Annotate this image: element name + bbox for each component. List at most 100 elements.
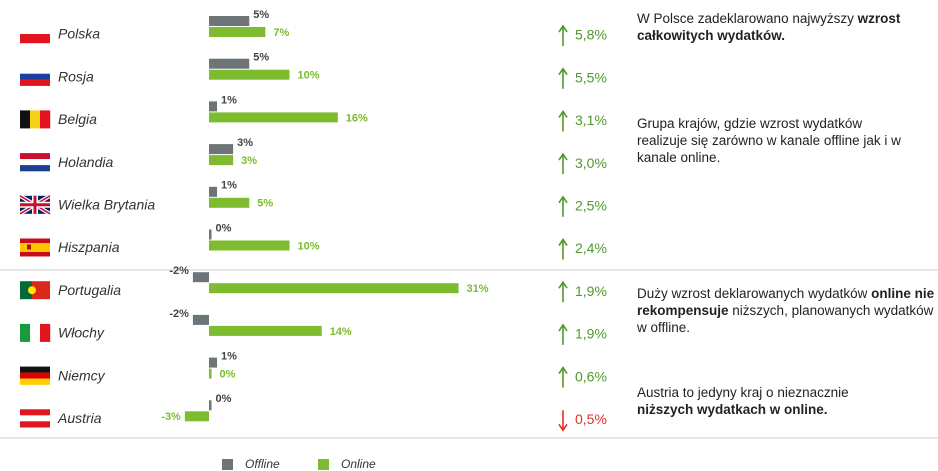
total-value: 1,9% <box>575 326 607 342</box>
flag-stripe <box>20 67 50 74</box>
bar-value-label: -2% <box>169 308 189 320</box>
total-value: 3,0% <box>575 155 607 171</box>
flag-stripe <box>20 366 50 373</box>
legend-swatch <box>222 459 233 470</box>
annotation: Grupa krajów, gdzie wzrost wydatków real… <box>637 115 907 166</box>
bar-value-label: 1% <box>221 180 237 192</box>
flag <box>20 238 50 257</box>
bar-value-label: 16% <box>346 112 368 124</box>
bar <box>192 314 209 325</box>
total-arrow <box>558 109 568 132</box>
bar <box>209 325 322 336</box>
annotation-run: Duży wzrost deklarowanych wydatków <box>637 286 872 301</box>
bar <box>209 240 290 251</box>
flag <box>20 366 50 385</box>
country-label: Portugalia <box>58 282 121 298</box>
flag-stripe <box>20 165 50 172</box>
flag-stripe <box>20 415 50 422</box>
annotation: Duży wzrost deklarowanych wydatków onlin… <box>637 285 938 336</box>
flag-stripe <box>20 281 32 300</box>
bar <box>209 283 459 294</box>
country-label: Polska <box>58 26 100 42</box>
total-value: 5,8% <box>575 27 607 43</box>
flag-stripe <box>30 323 41 342</box>
total-value: 1,9% <box>575 283 607 299</box>
bar <box>209 16 250 26</box>
flag <box>18 194 52 216</box>
legend-swatch <box>318 459 329 470</box>
flag <box>20 25 50 44</box>
annotation-run: Austria to jedyny kraj o nieznacznie <box>637 385 849 400</box>
annotation: W Polsce zadeklarowano najwyższy wzrost … <box>637 10 937 44</box>
flag-stripe <box>20 421 50 428</box>
legend-label: Online <box>341 457 376 471</box>
bar-value-label: 0% <box>216 393 232 405</box>
bar <box>209 27 266 37</box>
total-arrow <box>558 410 568 432</box>
bar <box>209 229 212 240</box>
flag <box>20 67 50 86</box>
annotation-run: niższych wydatkach w online. <box>637 402 828 417</box>
total-arrow <box>558 238 568 260</box>
bar-value-label: -2% <box>169 265 189 277</box>
flag-stripe <box>40 323 51 342</box>
bar-value-label: 5% <box>257 198 273 210</box>
flag <box>20 323 51 342</box>
bar <box>209 112 338 123</box>
country-label: Hiszpania <box>58 239 120 255</box>
total-arrow <box>558 195 568 217</box>
flag-stripe <box>30 110 41 129</box>
total-arrow <box>558 323 568 345</box>
flag <box>20 110 51 129</box>
flag <box>20 153 50 172</box>
flag-stripe <box>20 243 50 252</box>
bar-value-label: 0% <box>220 369 236 381</box>
flag-stripe <box>40 110 51 129</box>
bar <box>209 155 234 166</box>
flag-emblem <box>27 244 31 250</box>
bar-value-label: 31% <box>467 283 489 295</box>
legend-label: Offline <box>245 457 280 471</box>
total-arrow <box>558 67 568 89</box>
flag-stripe <box>20 153 50 160</box>
total-arrow <box>558 280 568 303</box>
bar-value-label: 10% <box>298 240 320 252</box>
annotation-run: wzrost całkowitych wydatków. <box>637 11 901 43</box>
annotation: Austria to jedyny kraj o nieznacznie niż… <box>637 384 887 418</box>
bar-value-label: 5% <box>253 52 269 64</box>
bar <box>209 58 250 69</box>
bar <box>209 357 218 368</box>
total-value: 3,1% <box>575 112 607 128</box>
annotation-run: niższych, planowanych wydatków w offline… <box>637 303 934 335</box>
total-value: 0,6% <box>575 368 607 384</box>
bar-value-label: 10% <box>298 70 320 82</box>
bar-value-label: 14% <box>330 326 352 338</box>
bar <box>184 411 209 422</box>
bar <box>209 186 218 197</box>
total-value: 2,4% <box>575 240 607 256</box>
flag-stripe <box>20 409 50 416</box>
bar <box>192 272 209 283</box>
bar <box>209 197 250 208</box>
flag-stripe <box>32 281 50 300</box>
bar-value-label: -3% <box>161 411 181 423</box>
country-label: Austria <box>57 410 102 426</box>
bar-value-label: 1% <box>221 94 237 106</box>
flag <box>20 409 50 428</box>
annotation-run: online nie rekompensuje <box>637 286 935 318</box>
flag-stripe <box>20 159 50 166</box>
bar-value-label: 1% <box>221 351 237 363</box>
country-label: Holandia <box>58 154 113 170</box>
flag-stripe <box>20 73 50 80</box>
flag-stripe <box>20 25 50 35</box>
total-arrow <box>558 24 568 46</box>
flag-stripe <box>20 34 50 44</box>
bar-value-label: 3% <box>237 137 253 149</box>
bar-value-label: 0% <box>216 222 232 234</box>
bar <box>209 144 234 155</box>
flag-stripe <box>20 372 50 379</box>
total-arrow <box>558 366 568 388</box>
flag-stripe <box>20 323 31 342</box>
bar <box>209 69 290 80</box>
